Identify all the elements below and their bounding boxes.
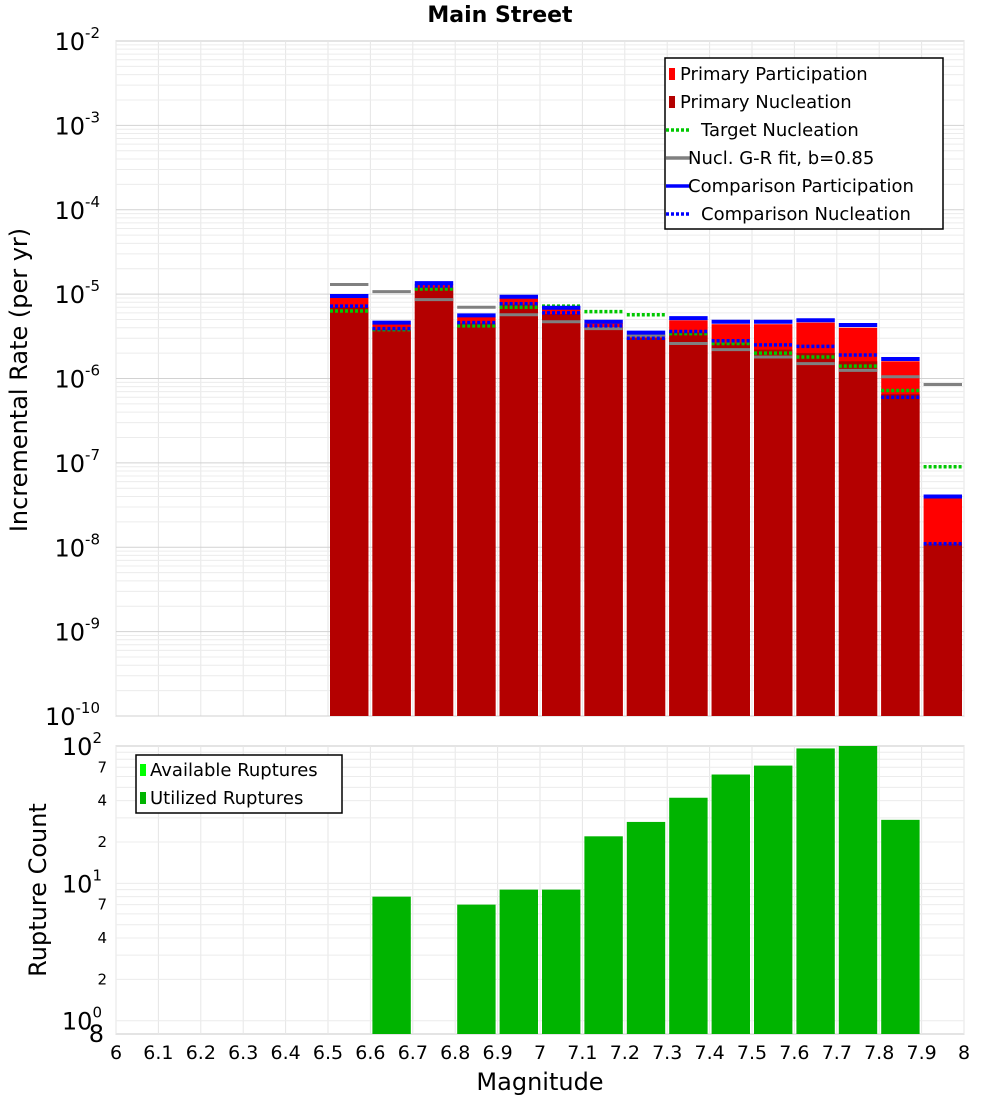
- legend-swatch: [140, 764, 146, 776]
- bar-utilized-ruptures: [796, 748, 835, 1034]
- count-y-minor-tick-label: 2: [97, 833, 107, 851]
- x-tick-label: 7.2: [610, 1042, 640, 1064]
- bar-utilized-ruptures: [457, 904, 496, 1034]
- mfd-y-tick-label: 10-5: [54, 277, 100, 309]
- bar-utilized-ruptures: [584, 836, 623, 1034]
- bar-primary-nucleation: [457, 323, 496, 716]
- bar-primary-nucleation: [881, 394, 920, 716]
- legend-label: Utilized Ruptures: [150, 788, 303, 809]
- count-bars: [372, 746, 920, 1034]
- bar-primary-nucleation: [711, 343, 750, 716]
- mfd-y-tick-label: 10-8: [54, 530, 100, 562]
- bar-utilized-ruptures: [711, 774, 750, 1034]
- x-tick-label: 7.1: [567, 1042, 597, 1064]
- count-y-tick-label: 102: [62, 729, 102, 761]
- bar-utilized-ruptures: [372, 896, 411, 1034]
- bar-utilized-ruptures: [499, 889, 538, 1034]
- bar-utilized-ruptures: [542, 889, 581, 1034]
- count-y-minor-tick-label: 4: [97, 929, 107, 947]
- x-tick-label: 6.1: [143, 1042, 173, 1064]
- mfd-legend: Primary Participation Primary Nucleation T…: [664, 57, 944, 230]
- bar-primary-nucleation: [626, 338, 666, 716]
- x-tick-label: 6.7: [398, 1042, 428, 1064]
- bar-primary-nucleation: [923, 543, 962, 716]
- x-tick-label: 6.3: [228, 1042, 258, 1064]
- x-tick-label: 8: [958, 1042, 970, 1064]
- legend-swatch: [669, 96, 675, 108]
- count-y-tick-label: 101: [62, 866, 102, 898]
- legend-label: Target Nucleation: [700, 120, 859, 141]
- bar-primary-nucleation: [796, 353, 835, 716]
- x-tick-label: 6.5: [313, 1042, 343, 1064]
- mfd-y-tick-label: 10-3: [54, 108, 100, 140]
- legend-swatch: [669, 68, 675, 80]
- mfd-y-axis-title: Incremental Rate (per yr): [5, 228, 33, 532]
- x-axis-ticks: 6 6.1 6.2 6.3 6.4 6.5 6.6 6.7 6.8 6.9 7 7.1 7.2 7.3 7.…: [110, 1042, 970, 1064]
- mfd-y-tick-label: 10-10: [45, 699, 100, 731]
- bar-utilized-ruptures: [838, 746, 878, 1034]
- mfd-legend-box: [664, 57, 944, 230]
- count-y-minor-tick-label: 7: [97, 896, 107, 914]
- bar-utilized-ruptures: [669, 797, 708, 1034]
- legend-label: Primary Nucleation: [680, 92, 852, 113]
- mfd-y-ticks: 10-2 10-3 10-4 10-5 10-6 10-7 10-8 10-9 10-10: [45, 24, 100, 731]
- legend-swatch: [140, 792, 146, 804]
- x-tick-label: 6: [110, 1042, 122, 1064]
- x-tick-label: 7: [534, 1042, 546, 1064]
- bar-primary-nucleation: [669, 332, 708, 716]
- bar-utilized-ruptures: [881, 819, 920, 1034]
- count-y-minor-tick-label: 4: [97, 792, 107, 810]
- mfd-y-tick-label: 10-2: [54, 24, 100, 56]
- count-y-minor-tick-label: 7: [97, 758, 107, 776]
- count-legend-box: [135, 754, 343, 814]
- legend-label: Available Ruptures: [150, 760, 318, 781]
- x-tick-label: 6.4: [270, 1042, 300, 1064]
- bar-primary-nucleation: [584, 327, 623, 716]
- x-tick-label: 6.2: [186, 1042, 216, 1064]
- legend-label: Comparison Nucleation: [701, 204, 911, 225]
- count-legend: Available Ruptures Utilized Ruptures: [135, 754, 343, 814]
- count-y-minor-tick-label: 2: [97, 970, 107, 988]
- count-y-ticks: 100 101 102 2 4 7 2 4 7 8: [62, 729, 107, 1048]
- count-y-min-label: 8: [89, 1020, 104, 1048]
- bar-primary-nucleation: [754, 349, 793, 716]
- x-tick-label: 7.7: [822, 1042, 852, 1064]
- mfd-y-tick-label: 10-4: [54, 193, 100, 225]
- x-tick-label: 6.9: [482, 1042, 512, 1064]
- x-tick-label: 7.6: [779, 1042, 809, 1064]
- count-y-axis-title: Rupture Count: [24, 803, 52, 977]
- count-y-tick-label: 100: [62, 1004, 102, 1036]
- legend-label: Nucl. G-R fit, b=0.85: [688, 148, 874, 169]
- x-tick-label: 7.4: [694, 1042, 724, 1064]
- legend-label: Comparison Participation: [688, 176, 914, 197]
- mfd-y-tick-label: 10-9: [54, 615, 100, 647]
- bar-primary-nucleation: [414, 287, 454, 716]
- chart-title: Main Street: [427, 3, 573, 28]
- x-tick-label: 7.8: [864, 1042, 894, 1064]
- mfd-lines: [330, 281, 962, 546]
- x-tick-label: 7.5: [737, 1042, 767, 1064]
- bar-primary-nucleation: [499, 304, 538, 716]
- bar-primary-nucleation: [542, 314, 581, 716]
- legend-label: Primary Participation: [680, 64, 868, 85]
- x-axis-title: Magnitude: [476, 1068, 603, 1096]
- bar-primary-nucleation: [838, 361, 878, 716]
- x-tick-label: 6.8: [440, 1042, 470, 1064]
- x-tick-label: 6.6: [355, 1042, 385, 1064]
- bar-utilized-ruptures: [754, 765, 793, 1034]
- x-tick-label: 7.9: [906, 1042, 936, 1064]
- mfd-bars: [330, 284, 962, 716]
- bar-primary-nucleation: [372, 329, 411, 716]
- x-tick-label: 7.3: [652, 1042, 682, 1064]
- bar-primary-nucleation: [330, 307, 369, 716]
- mfd-y-tick-label: 10-7: [54, 446, 100, 478]
- bar-utilized-ruptures: [626, 821, 666, 1034]
- mfd-y-tick-label: 10-6: [54, 362, 100, 394]
